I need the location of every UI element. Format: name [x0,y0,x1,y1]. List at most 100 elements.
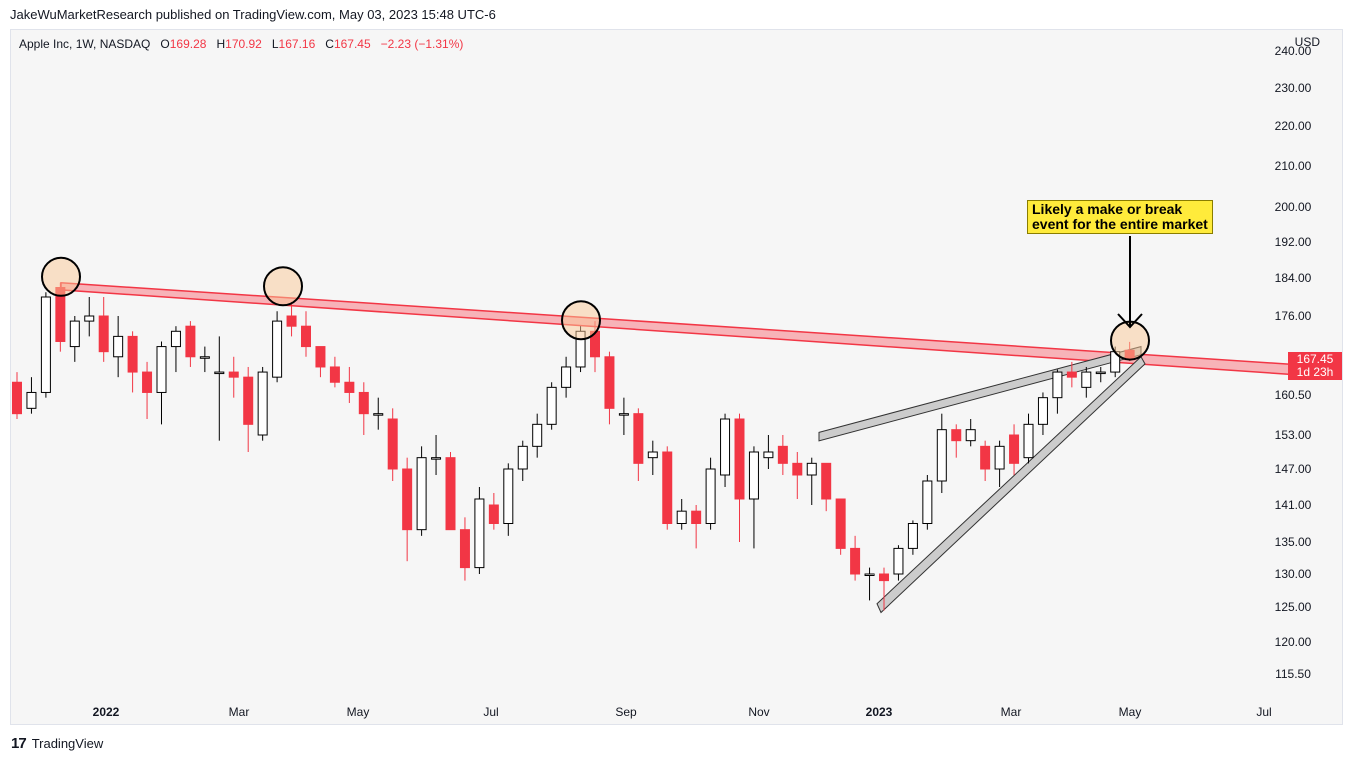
currency-label[interactable]: USD [1294,35,1320,49]
candle-body [301,325,311,348]
close-value: 167.45 [333,37,371,51]
candle-body [286,315,297,327]
candle-body [705,468,716,524]
y-tick-label: 210.00 [1275,159,1312,173]
y-tick-label: 125.00 [1275,600,1312,614]
candle-body [488,504,499,524]
candle-body [127,335,138,373]
candle-body [373,413,384,416]
candle-body [387,418,398,470]
candle-body [720,418,731,476]
candle-body [1095,371,1106,375]
low-value: 167.16 [278,37,316,51]
wedge-lower-line [876,355,1146,614]
open-value: 169.28 [169,37,207,51]
candle-body [806,462,817,476]
candle-body [98,315,109,353]
candle-body [503,468,514,524]
candle-body [691,510,702,524]
x-tick-label: 2023 [866,705,893,719]
y-axis: 240.00 230.00 220.00 210.00 200.00 192.00 184.… [1275,44,1312,681]
candlestick-chart[interactable]: 240.00 230.00 220.00 210.00 200.00 192.00 184.… [11,30,1342,724]
publish-line: JakeWuMarketResearch published on Tradin… [10,7,496,22]
candle-body [517,445,528,470]
candle-body [893,547,904,575]
footer-brand[interactable]: TradingView [31,736,104,751]
chart-frame[interactable]: 240.00 230.00 220.00 210.00 200.00 192.00 184.… [10,29,1343,725]
candle-body [792,462,803,476]
arrow-head [1117,313,1143,329]
candle-body [763,451,774,459]
candle-body [546,386,557,425]
candle-body [12,381,22,415]
candle-body [243,376,254,425]
candle-body [40,296,51,393]
candle-body [647,451,658,459]
bar-countdown: 1d 23h [1296,364,1334,379]
wedge-lines [818,345,1146,614]
candle-body [272,320,283,378]
y-tick-label: 130.00 [1275,567,1312,581]
footer: 17 TradingView [11,735,103,752]
high-value: 170.92 [225,37,262,51]
y-tick-label: 120.00 [1275,635,1312,649]
candle-body [416,457,427,531]
candle-body [257,371,268,436]
x-tick-label: Mar [229,705,250,719]
x-tick-label: Nov [748,705,769,719]
candle-body [459,529,470,569]
candle-body [922,480,933,524]
candle-body [358,391,369,415]
x-tick-label: May [1119,705,1142,719]
y-tick-label: 147.00 [1275,462,1312,476]
candle-body [156,346,167,393]
y-tick-label: 135.00 [1275,535,1312,549]
tradingview-logo-icon[interactable]: 17 [11,735,27,752]
candle-body [1037,397,1048,425]
candle-body [532,423,543,447]
symbol-name: Apple Inc, 1W, NASDAQ [19,37,151,51]
open-label: O [160,37,170,51]
candle-body [662,451,673,524]
candle-body [777,445,788,464]
candle-body [936,429,947,482]
candle-body [561,366,572,388]
candle-body [228,371,239,378]
symbol-legend: Apple Inc, 1W, NASDAQ O169.28 H170.92 L1… [19,37,463,51]
y-tick-label: 176.00 [1275,309,1312,323]
candle-body [402,468,413,531]
candle-body [170,330,181,348]
x-tick-label: Jul [483,705,498,719]
y-tick-label: 184.00 [1275,271,1312,285]
candle-body [633,413,644,464]
x-tick-label: Sep [615,705,637,719]
candle-body [1009,434,1020,464]
candle-body [850,547,861,575]
y-tick-label: 115.50 [1275,667,1311,681]
annotation-callout[interactable]: Likely a make or break event for the ent… [1027,200,1213,234]
y-tick-label: 200.00 [1275,200,1312,214]
x-tick-label: Jul [1256,705,1271,719]
low-label: L [271,37,279,51]
y-tick-label: 192.00 [1275,235,1312,249]
highlight-circle [41,256,81,297]
last-price-tag: 167.45 1d 23h [1288,351,1342,380]
candles [12,282,1135,611]
candle-body [344,381,355,393]
highlight-circle [263,266,303,307]
candle-body [1052,371,1063,399]
callout-line-1: Likely a make or break [1032,201,1183,217]
x-tick-label: Mar [1001,705,1022,719]
candle-body [315,346,326,368]
candle-body [676,510,687,524]
candle-body [199,356,210,359]
candle-body [113,335,124,358]
y-tick-label: 153.00 [1275,428,1312,442]
candle-body [604,356,615,409]
highlight-circle [561,300,601,341]
candle-body [329,366,340,383]
candle-body [907,523,918,549]
candle-body [1081,371,1092,388]
candle-body [835,498,846,549]
y-tick-label: 160.50 [1275,388,1312,402]
